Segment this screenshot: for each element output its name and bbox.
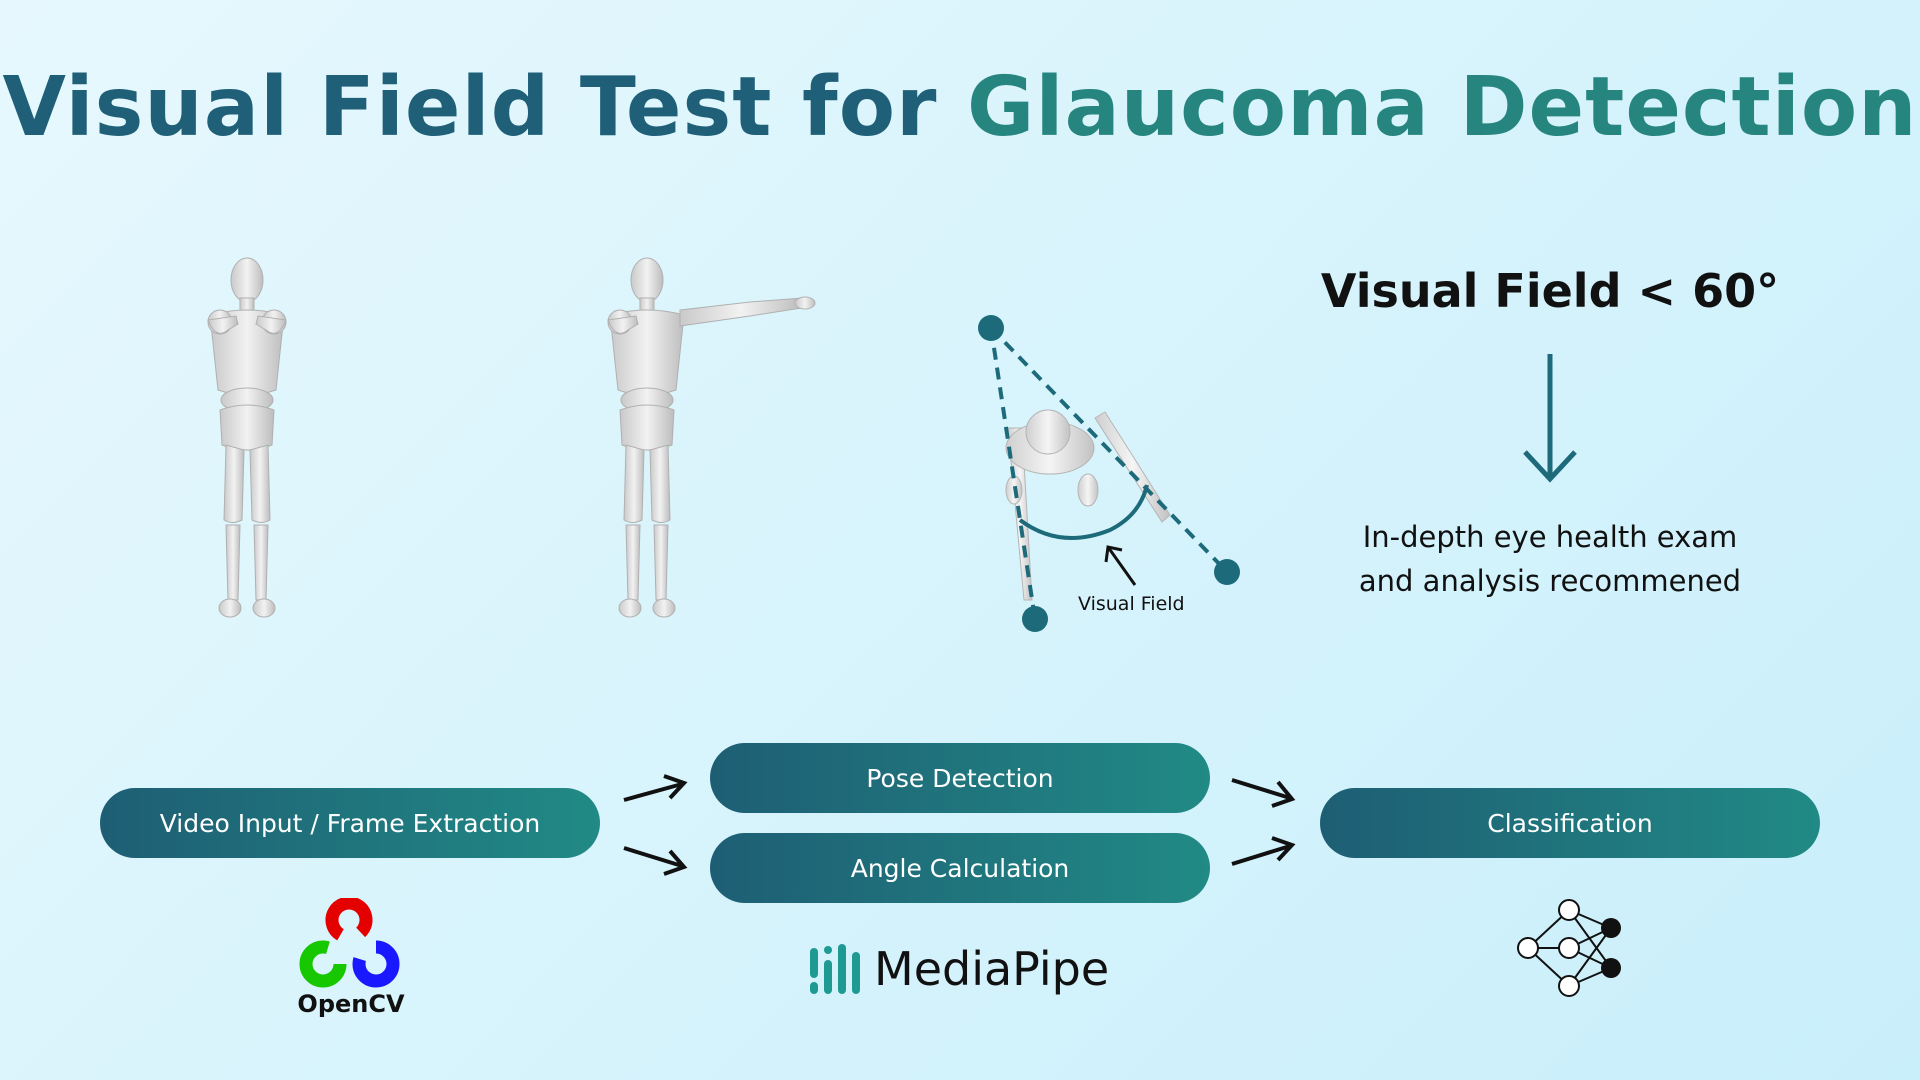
page-title: Visual Field Test for Glaucoma Detection xyxy=(0,60,1920,155)
threshold-heading: Visual Field < 60° xyxy=(1320,264,1780,318)
visual-field-angle-diagram: Visual Field xyxy=(978,315,1240,632)
recommendation-line-2: and analysis recommened xyxy=(1358,564,1742,598)
left-endpoint xyxy=(1022,606,1048,632)
visual-field-label: Visual Field xyxy=(1078,593,1185,615)
arrow-to-angle-icon xyxy=(623,846,688,876)
pipeline-step-video-input: Video Input / Frame Extraction xyxy=(100,788,600,858)
left-ray xyxy=(989,327,1037,620)
neural-network-icon xyxy=(1517,899,1621,997)
opencv-logo-text: OpenCV xyxy=(297,990,405,1018)
mannequin-arm-extended-figure xyxy=(607,257,816,618)
opencv-logo-icon xyxy=(299,898,400,988)
top-view-mannequin xyxy=(1005,409,1171,601)
pipeline-step-angle-calculation-label: Angle Calculation xyxy=(850,853,1070,883)
pipeline-step-pose-detection-label: Pose Detection xyxy=(866,763,1054,793)
recommendation-line-1: In-depth eye health exam xyxy=(1362,520,1738,554)
vertex-point xyxy=(978,315,1004,341)
title-part-1: Visual Field Test for xyxy=(2,60,968,155)
pipeline-step-pose-detection: Pose Detection xyxy=(710,743,1210,813)
pointer-arrow-icon xyxy=(1104,545,1137,586)
mediapipe-logo-text: MediaPipe xyxy=(874,942,1110,996)
right-ray xyxy=(989,326,1229,574)
arrow-from-angle-icon xyxy=(1231,836,1296,866)
arrow-to-pose-icon xyxy=(623,774,688,802)
pipeline-step-classification-label: Classification xyxy=(1487,808,1653,838)
recommendation-text: In-depth eye health exam and analysis re… xyxy=(1300,515,1800,603)
arrow-down-icon xyxy=(1523,354,1577,483)
mannequin-standing-figure xyxy=(207,257,287,618)
right-endpoint xyxy=(1214,559,1240,585)
angle-arc xyxy=(1018,484,1149,540)
arrow-from-pose-icon xyxy=(1231,778,1296,808)
title-part-2: Glaucoma Detection xyxy=(967,60,1918,155)
pipeline-step-video-input-label: Video Input / Frame Extraction xyxy=(159,808,541,838)
mediapipe-logo-icon xyxy=(810,944,860,994)
pipeline-step-angle-calculation: Angle Calculation xyxy=(710,833,1210,903)
pipeline-step-classification: Classification xyxy=(1320,788,1820,858)
